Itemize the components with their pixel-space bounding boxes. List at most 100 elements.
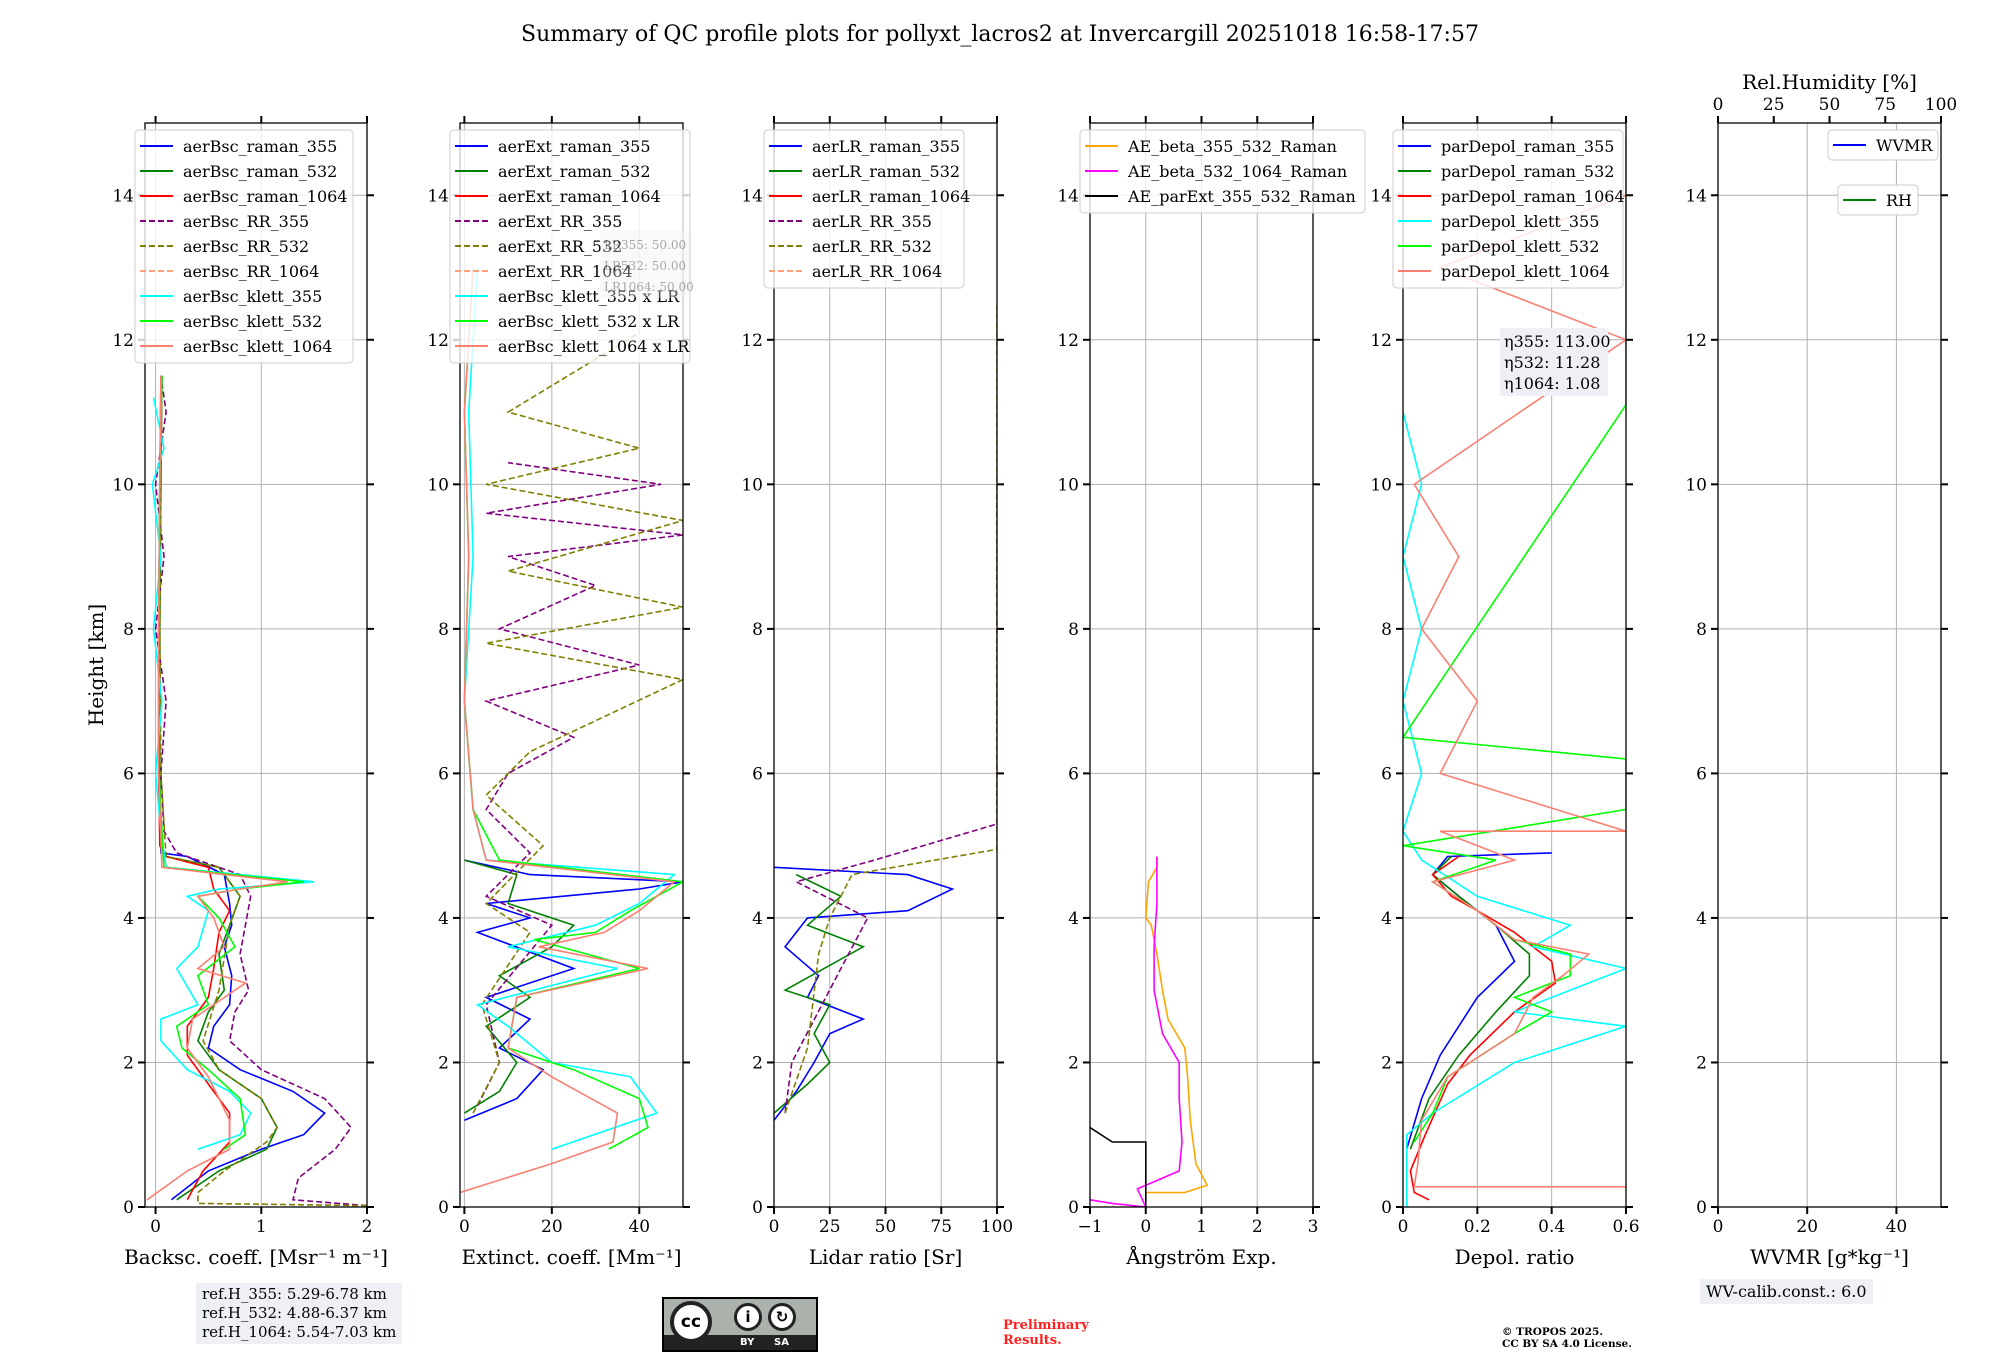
- legend-label: aerLR_raman_532: [812, 162, 960, 181]
- series-line-aerext-raman-532: [463, 859, 576, 1114]
- badge-by-label: BY: [740, 1337, 755, 1348]
- y-tick-label: 4: [438, 909, 449, 929]
- legend-label: parDepol_klett_1064: [1441, 262, 1610, 281]
- legend-box: [449, 129, 691, 364]
- series-line-pardepol-raman-532: [1409, 855, 1531, 1150]
- y-tick-label: 12: [1057, 331, 1079, 351]
- x-tick-label: 0.2: [1464, 1217, 1491, 1237]
- series-line-aerbsc-rr-355: [154, 375, 367, 1207]
- legend-label: aerBsc_RR_355: [183, 212, 309, 231]
- y-tick-label: 2: [123, 1053, 134, 1073]
- y-tick-label: 10: [1370, 475, 1392, 495]
- annotation-box: η355: 113.00 η532: 11.28 η1064: 1.08: [1500, 328, 1611, 396]
- legend-label: WVMR: [1876, 136, 1933, 155]
- y-tick-label: 0: [438, 1198, 449, 1218]
- series-line-aerlr-raman-532: [774, 873, 866, 1114]
- y-tick-label: 4: [752, 909, 763, 929]
- series-line-aerbsc-raman-1064: [157, 375, 231, 1201]
- cc-icon: cc: [670, 1301, 712, 1343]
- legend-label: aerLR_raman_1064: [812, 187, 970, 206]
- series-line-aerext-rr-355: [476, 461, 683, 1107]
- y-tick-label: 14: [112, 186, 134, 206]
- y-tick-label: 10: [1685, 475, 1707, 495]
- y-tick-label: 4: [1696, 909, 1707, 929]
- y-tick-label: 10: [112, 475, 134, 495]
- x-tick-label: 1: [256, 1217, 267, 1237]
- legend-box: [134, 129, 354, 364]
- x-tick-label: 2: [1252, 1217, 1263, 1237]
- x-tick-label: 40: [1886, 1217, 1908, 1237]
- x-tick-label: 0: [459, 1217, 470, 1237]
- series-line-aerbsc-klett-355: [151, 397, 315, 1150]
- legend-box: [763, 129, 965, 289]
- panel-wvmr: 0 20 40 0 2 4 6 8 10 12 14 WVMR [g*kg⁻¹] 0 25 50 75 100 R…: [1685, 70, 1957, 1269]
- copyright-line-1: © TROPOS 2025.: [1502, 1326, 1604, 1338]
- annotation-line: η532: 11.28: [1504, 353, 1600, 372]
- figure-title: Summary of QC profile plots for pollyxt_…: [521, 22, 1479, 47]
- series-line-aerlr-raman-355: [774, 866, 955, 1121]
- x-tick-label: 50: [875, 1217, 897, 1237]
- y-tick-label: 12: [427, 331, 449, 351]
- y-tick-label: 6: [1696, 764, 1707, 784]
- x-tick-label: 75: [930, 1217, 952, 1237]
- x-tick-label: 0: [1713, 1217, 1724, 1237]
- x-axis-label: Lidar ratio [Sr]: [809, 1245, 963, 1269]
- legend-label: parDepol_raman_1064: [1441, 187, 1625, 206]
- axes-frame: [144, 122, 368, 1208]
- legend-label: aerExt_RR_532: [498, 237, 622, 256]
- legend-box: [1827, 129, 1939, 161]
- reference-height-box: ref.H_355: 5.29-6.78 km ref.H_532: 4.88-…: [196, 1283, 403, 1344]
- panel-extinction: 0 20 40 0 2 4 6 8 10 12 14 Extinct. coeff. [Mm⁻¹] ae…: [427, 116, 694, 1269]
- panel-depol: 0 0.2 0.4 0.6 0 2 4 6 8 10 12 14 Depol. ratio parDepo…: [1370, 116, 1640, 1269]
- axes-frame: [1402, 122, 1627, 1208]
- ref-height-532: ref.H_532: 4.88-6.37 km: [202, 1304, 387, 1322]
- x-tick-label: −1: [1077, 1217, 1102, 1237]
- annotation-line: LR355: 50.00: [604, 238, 686, 252]
- series-line-aerbsc-klett-532-x-lr: [463, 267, 683, 1150]
- legend-label: parDepol_klett_532: [1441, 237, 1599, 256]
- y-tick-label: 6: [1381, 764, 1392, 784]
- x-tick-label: 3: [1308, 1217, 1319, 1237]
- y-tick-label: 4: [123, 909, 134, 929]
- ref-height-355: ref.H_355: 5.29-6.78 km: [202, 1285, 387, 1303]
- x-tick-label: 0: [769, 1217, 780, 1237]
- x-tick-label: 20: [1796, 1217, 1818, 1237]
- y-tick-label: 12: [112, 331, 134, 351]
- axes-frame: [1717, 122, 1942, 1208]
- series-line-aerbsc-klett-1064: [146, 375, 288, 1201]
- series-line-ae-beta-532-1064-raman: [1090, 856, 1183, 1207]
- series-line-ae-beta-355-532-raman: [1144, 856, 1209, 1194]
- annotation-line: η355: 113.00: [1504, 332, 1611, 351]
- legend-label: RH: [1886, 191, 1912, 210]
- copyright-line-2: CC BY SA 4.0 License.: [1502, 1338, 1632, 1350]
- y-tick-label: 6: [752, 764, 763, 784]
- top-x-tick-label: 75: [1874, 95, 1896, 115]
- legend-label: parDepol_klett_355: [1441, 212, 1599, 231]
- legend-label: aerExt_raman_532: [498, 162, 651, 181]
- legend-box: [1837, 184, 1919, 216]
- x-axis-label: Ångström Exp.: [1125, 1244, 1276, 1269]
- y-tick-label: 8: [438, 620, 449, 640]
- y-tick-label: 14: [1057, 186, 1079, 206]
- y-tick-label: 4: [1068, 909, 1079, 929]
- y-tick-label: 8: [1381, 620, 1392, 640]
- x-tick-label: 40: [628, 1217, 650, 1237]
- legend-wvmr: WVMR: [1827, 129, 1939, 161]
- legend-label: AE_beta_532_1064_Raman: [1127, 162, 1347, 181]
- legend-label: aerBsc_raman_1064: [183, 187, 348, 206]
- legend-box: [1079, 129, 1366, 214]
- attribution-icon: i: [734, 1303, 762, 1331]
- legend: AE_beta_355_532_Raman AE_beta_532_1064_Ra…: [1079, 129, 1366, 214]
- axes-frame: [459, 122, 684, 1208]
- series-line-aerbsc-raman-355: [157, 375, 326, 1201]
- top-x-tick-label: 0: [1713, 95, 1724, 115]
- legend: parDepol_raman_355 parDepol_raman_532 parD…: [1392, 129, 1625, 289]
- annotation-bg: [600, 230, 690, 298]
- y-axis-label: Height [km]: [84, 604, 108, 726]
- y-tick-label: 14: [741, 186, 763, 206]
- top-x-tick-label: 25: [1763, 95, 1785, 115]
- top-x-tick-label: 100: [1925, 95, 1957, 115]
- legend-label: aerLR_RR_1064: [812, 262, 942, 281]
- y-tick-label: 12: [1685, 331, 1707, 351]
- series-line-aerlr-rr-355: [784, 484, 997, 1114]
